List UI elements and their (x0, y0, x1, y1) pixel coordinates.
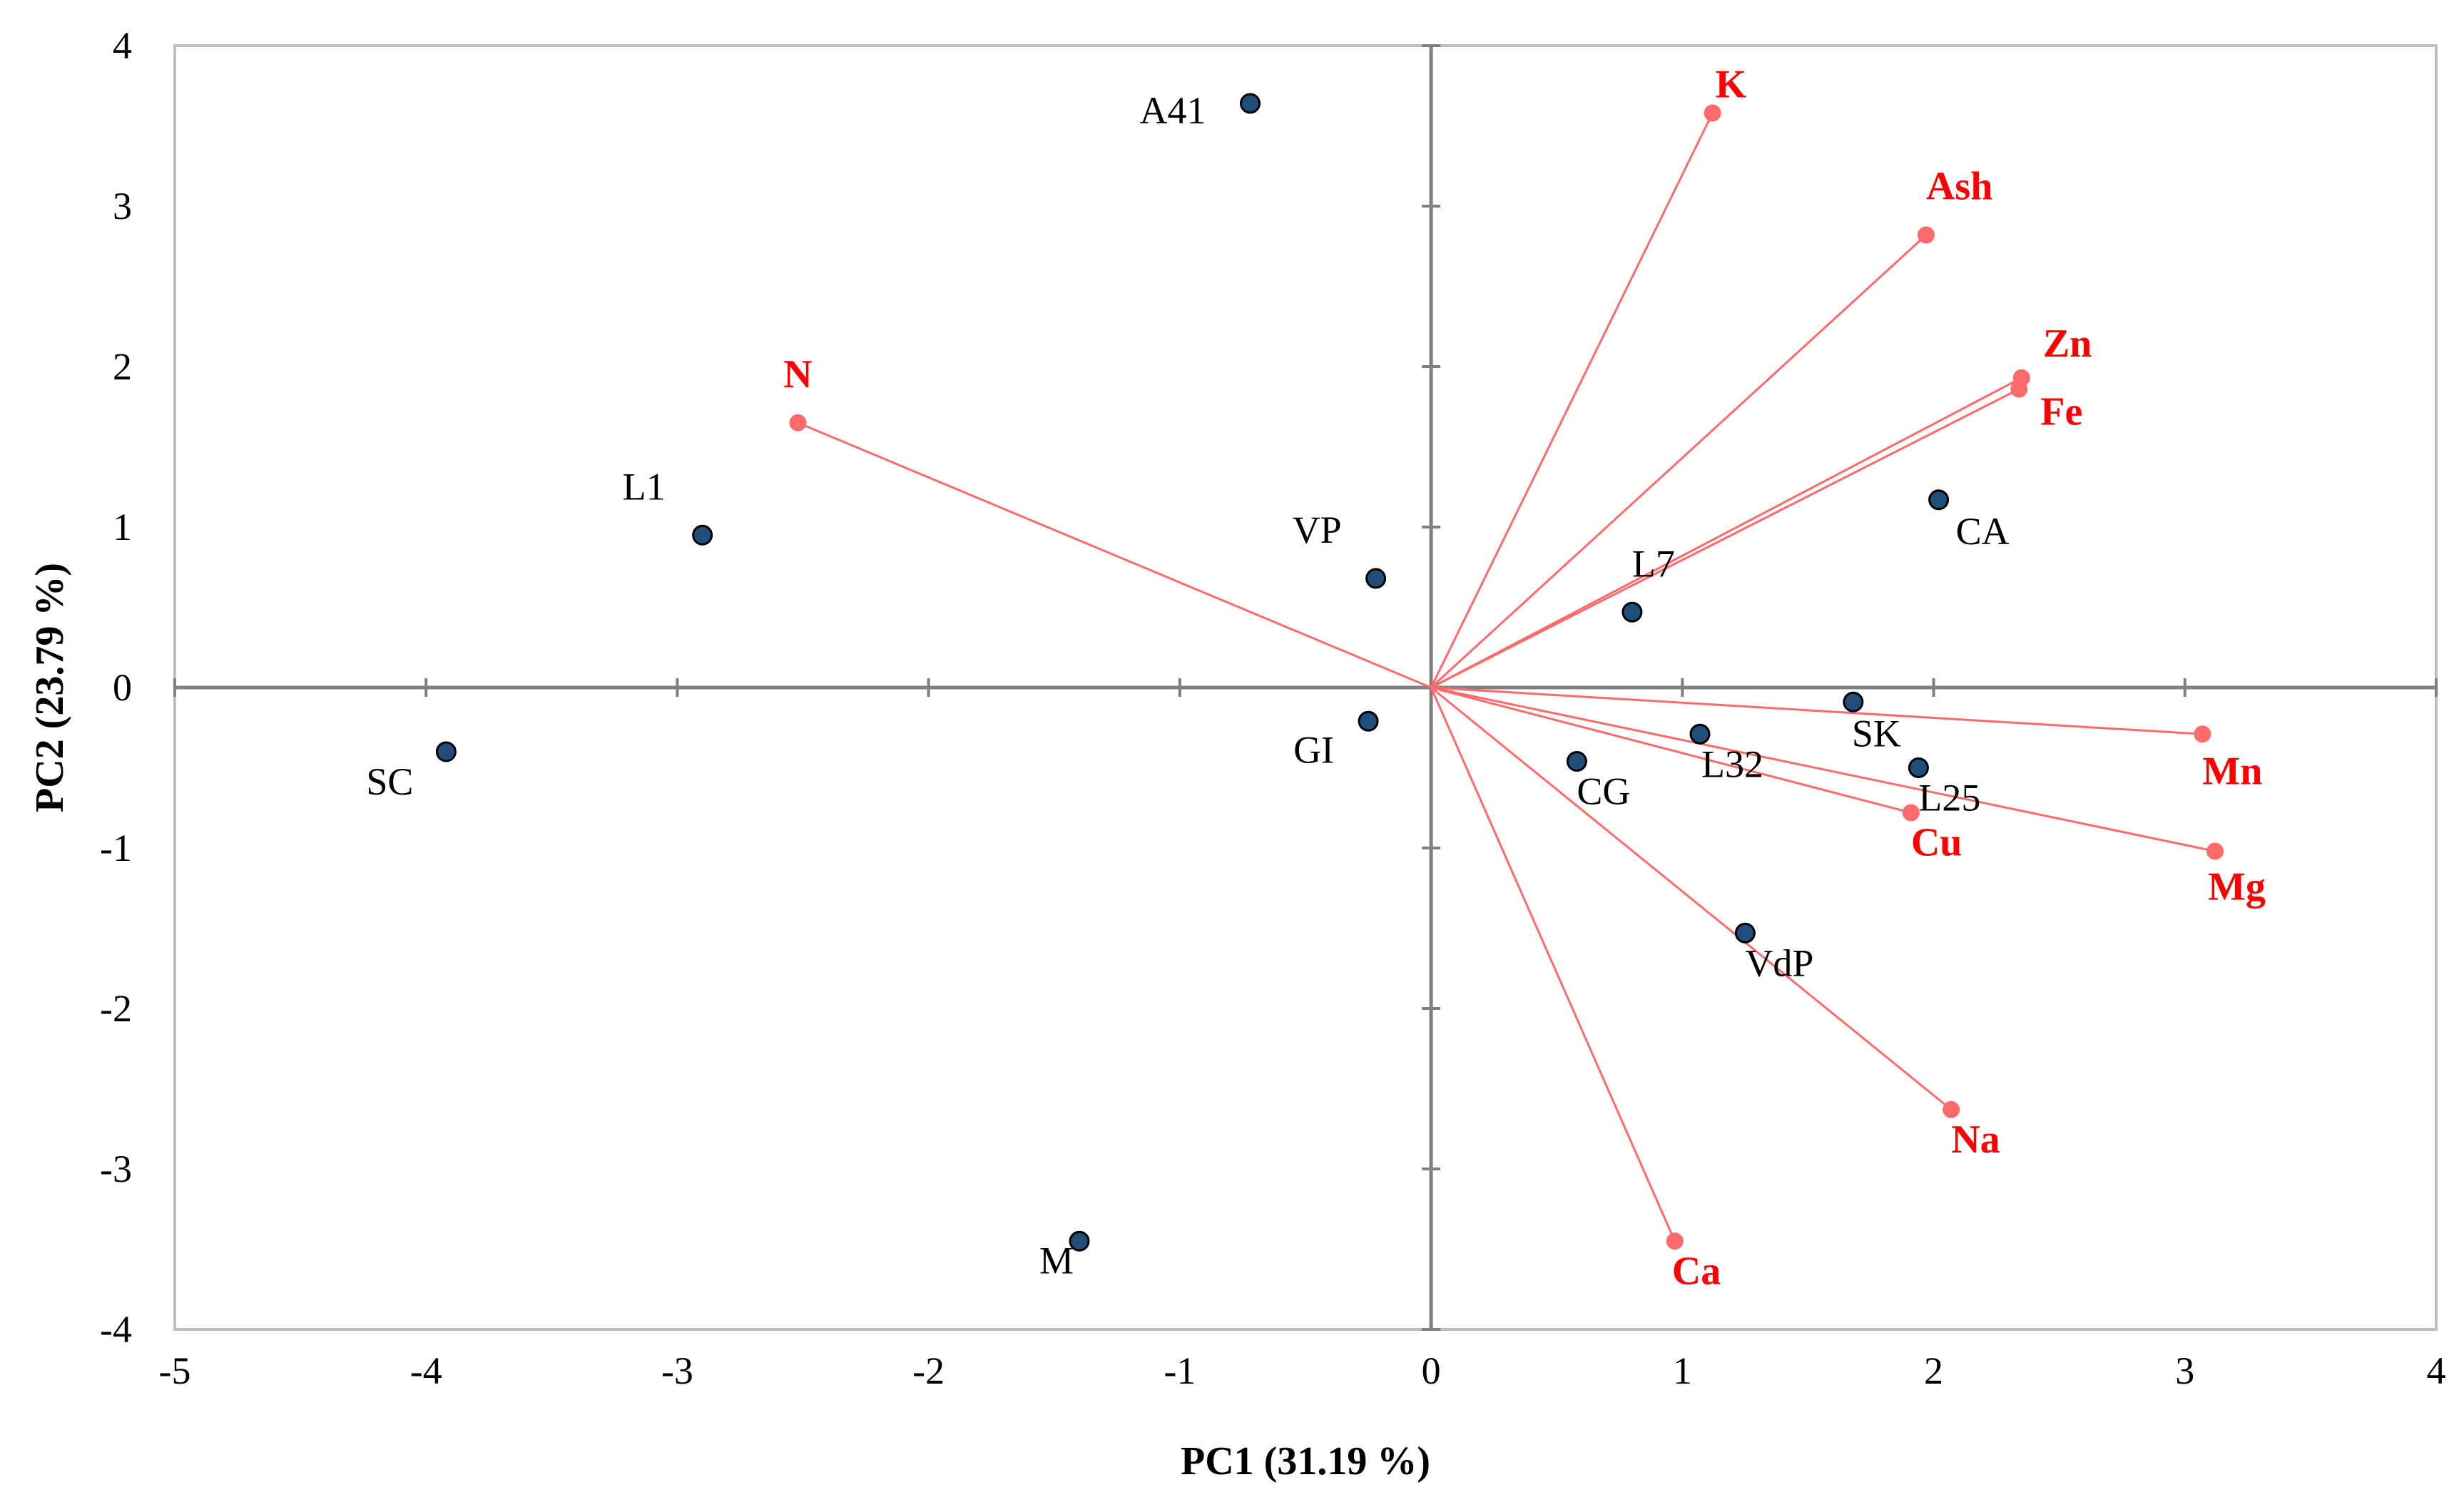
observation-label: L25 (1918, 777, 1980, 819)
observation-point (1566, 751, 1587, 772)
loading-vector-point (2206, 842, 2224, 860)
loading-vector-line (1430, 377, 2022, 689)
loading-vector-point (2010, 380, 2028, 398)
x-axis-title: PC1 (31.19 %) (1181, 1439, 1430, 1483)
loading-vector-line (1430, 686, 1953, 1110)
variable-label: Na (1951, 1118, 2000, 1162)
variable-label: Cu (1911, 821, 1962, 865)
observation-label: VdP (1745, 941, 1813, 984)
y-tick-label: 0 (113, 666, 132, 709)
observation-point (1069, 1230, 1090, 1252)
loading-vector-point (1917, 226, 1935, 244)
x-tick-label: -2 (912, 1349, 945, 1392)
observation-point (1689, 723, 1711, 745)
loading-vector-point (1704, 104, 1721, 122)
observation-label: GI (1293, 728, 1334, 771)
observation-point (1240, 93, 1261, 114)
y-axis-title: PC2 (23.79 %) (28, 563, 72, 812)
observation-label: A41 (1140, 89, 1206, 132)
observation-point (1365, 568, 1387, 589)
loading-vector-point (1666, 1232, 1684, 1250)
loading-vector-point (1943, 1100, 1960, 1118)
observation-label: L1 (623, 465, 666, 508)
x-tick-label: 1 (1673, 1349, 1692, 1392)
observation-points (435, 93, 1950, 1252)
loading-vector-line (1430, 686, 1912, 814)
observation-label: CA (1956, 510, 2010, 553)
y-tick-label: -2 (100, 987, 132, 1030)
variable-label: Ca (1672, 1249, 1721, 1293)
observation-label: CG (1577, 770, 1630, 813)
y-tick-label: 4 (113, 24, 132, 67)
observation-point (435, 741, 457, 762)
x-tick-label: -4 (410, 1349, 442, 1392)
observation-point (1621, 601, 1643, 623)
x-tick-label: 2 (1924, 1349, 1943, 1392)
loading-vector-point (789, 414, 807, 431)
observation-point (1928, 489, 1950, 511)
loading-vector-point (2194, 725, 2211, 743)
variable-label: K (1716, 63, 1747, 107)
observation-label: L32 (1701, 742, 1763, 785)
variable-label: Mn (2202, 749, 2262, 793)
y-tick-label: 2 (113, 345, 132, 388)
variable-label: Fe (2040, 390, 2082, 434)
observation-label: L7 (1632, 542, 1675, 585)
loading-vector-line (1430, 234, 1928, 689)
y-tick-label: -4 (100, 1308, 132, 1351)
observation-label: VP (1293, 509, 1342, 551)
x-tick-label: -3 (661, 1349, 693, 1392)
loading-vectors (789, 104, 2224, 1250)
variable-label: Zn (2043, 322, 2092, 366)
y-tick-label: 3 (113, 185, 132, 228)
x-tick-label: 0 (1422, 1349, 1441, 1392)
loading-vector-line (1430, 388, 2020, 689)
x-tick-label: -1 (1164, 1349, 1196, 1392)
observation-point (1358, 710, 1379, 732)
observation-point (692, 524, 713, 546)
observation-point (1734, 922, 1756, 944)
variable-label: Ash (1926, 165, 1992, 209)
y-tick-label: -1 (100, 827, 132, 869)
loading-vector-line (1430, 686, 2216, 852)
x-tick-label: 4 (2427, 1349, 2446, 1392)
observation-label: SK (1852, 712, 1901, 755)
axes-layer: -5 -4 -3 -2 -1 0 1 2 3 4 -4 -3 -2 -1 0 1 2 3 4 (100, 24, 2445, 1392)
observation-point (1843, 691, 1864, 712)
y-tick-label: 1 (113, 506, 132, 548)
loading-vector-point (1902, 804, 1920, 822)
variable-label: N (783, 352, 812, 397)
observation-point (1908, 757, 1929, 778)
loading-vector-line (1430, 687, 1676, 1242)
loading-vector-line (1430, 112, 1714, 688)
loading-vector-line (1431, 686, 2203, 735)
variable-label: Mg (2208, 865, 2266, 909)
labels-layer: K Ash Zn Fe N Mn Mg Cu Na Ca A41 L1 VP SC GI M L7 CA SK L32… (366, 63, 2266, 1294)
x-tick-label: -5 (159, 1349, 191, 1392)
loading-vector-line (797, 422, 1432, 689)
observation-label: M (1039, 1239, 1074, 1282)
x-tick-label: 3 (2175, 1349, 2194, 1392)
observation-label: SC (366, 760, 413, 803)
y-tick-label: -3 (100, 1148, 132, 1190)
